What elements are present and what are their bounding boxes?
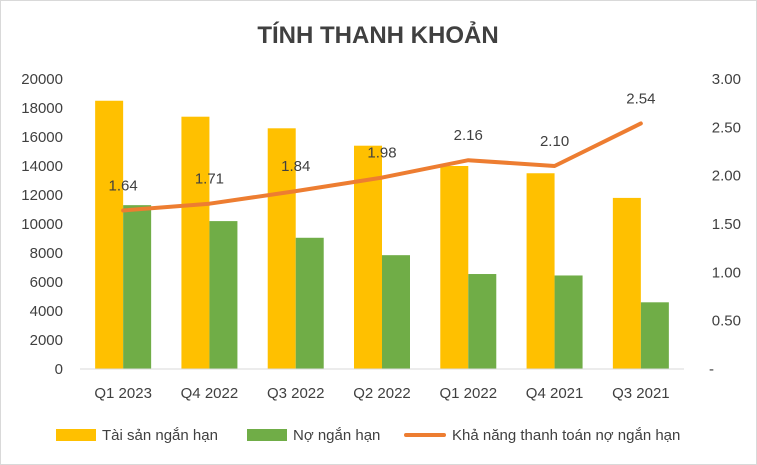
category-label: Q1 2022 — [440, 385, 498, 402]
category-label: Q3 2022 — [267, 385, 325, 402]
category-labels: Q1 2023 Q4 2022 Q3 2022 Q2 2022 Q1 2022 Q4 20… — [94, 385, 669, 402]
line-data-label: 2.16 — [454, 127, 483, 144]
legend-label: Tài sản ngắn hạn — [102, 427, 218, 444]
left-axis-tick-label: 18000 — [21, 100, 63, 117]
bar-no-ngan-han-2 — [295, 237, 324, 369]
category-label: Q3 2021 — [612, 385, 670, 402]
right-axis-tick-label: - — [709, 361, 714, 378]
bar-no-ngan-han-4 — [468, 274, 497, 369]
data-labels: 1.64 1.71 1.84 1.98 2.16 2.10 2.54 — [109, 90, 656, 194]
bar-no-ngan-han-6 — [640, 302, 669, 369]
right-axis-tick-label: 2.50 — [712, 119, 741, 136]
legend-label: Nợ ngắn hạn — [293, 427, 380, 444]
left-axis-tick-label: 4000 — [30, 303, 63, 320]
legend-swatch — [56, 429, 96, 441]
bar-tai-san-ngan-han-1 — [181, 116, 210, 369]
left-axis-tick-label: 14000 — [21, 158, 63, 175]
left-axis-tick-label: 20000 — [21, 71, 63, 88]
bar-no-ngan-han-0 — [123, 205, 152, 369]
right-axis-tick-label: 1.00 — [712, 264, 741, 281]
left-axis-tick-label: 10000 — [21, 216, 63, 233]
category-label: Q4 2021 — [526, 385, 584, 402]
left-axis-tick-label: 12000 — [21, 187, 63, 204]
bar-tai-san-ngan-han-2 — [267, 128, 296, 369]
left-axis-tick-label: 2000 — [30, 332, 63, 349]
right-axis-tick-label: 3.00 — [712, 71, 741, 88]
right-axis-tick-label: 2.00 — [712, 168, 741, 185]
bar-no-ngan-han-5 — [554, 275, 583, 369]
line-data-label: 1.71 — [195, 171, 224, 188]
legend: Tài sản ngắn hạn Nợ ngắn hạn Khả năng than… — [56, 427, 680, 444]
line-kha-nang-thanh-toan — [121, 121, 643, 213]
bar-group — [95, 100, 669, 369]
category-label: Q2 2022 — [353, 385, 411, 402]
line-group — [121, 121, 643, 213]
right-axis-tick-label: 0.50 — [712, 313, 741, 330]
line-data-label: 1.84 — [281, 158, 310, 175]
line-data-label: 2.10 — [540, 133, 569, 150]
line-data-label: 1.98 — [367, 145, 396, 162]
left-axis-ticks: 0 2000 4000 6000 8000 10000 12000 14000 16000 180… — [21, 71, 63, 378]
legend-item-tai-san-ngan-han: Tài sản ngắn hạn — [56, 427, 218, 444]
legend-item-kha-nang-thanh-toan: Khả năng thanh toán nợ ngắn hạn — [404, 427, 680, 444]
bar-no-ngan-han-1 — [209, 221, 238, 369]
bar-tai-san-ngan-han-5 — [526, 173, 555, 369]
bar-tai-san-ngan-han-4 — [440, 166, 469, 369]
left-axis-tick-label: 0 — [55, 361, 63, 378]
right-axis-ticks: - 0.50 1.00 1.50 2.00 2.50 3.00 — [709, 71, 741, 378]
legend-swatch — [247, 429, 287, 441]
legend-label: Khả năng thanh toán nợ ngắn hạn — [452, 427, 680, 444]
left-axis-tick-label: 6000 — [30, 274, 63, 291]
chart-title: TÍNH THANH KHOẢN — [257, 20, 498, 49]
left-axis-tick-label: 8000 — [30, 245, 63, 262]
bar-no-ngan-han-3 — [382, 255, 410, 369]
category-label: Q1 2023 — [94, 385, 152, 402]
legend-item-no-ngan-han: Nợ ngắn hạn — [247, 427, 380, 444]
category-label: Q4 2022 — [181, 385, 239, 402]
bar-tai-san-ngan-han-0 — [95, 100, 124, 369]
line-data-label: 1.64 — [109, 177, 138, 194]
line-data-label: 2.54 — [626, 90, 655, 107]
right-axis-tick-label: 1.50 — [712, 216, 741, 233]
bar-tai-san-ngan-han-6 — [612, 197, 641, 369]
left-axis-tick-label: 16000 — [21, 129, 63, 146]
